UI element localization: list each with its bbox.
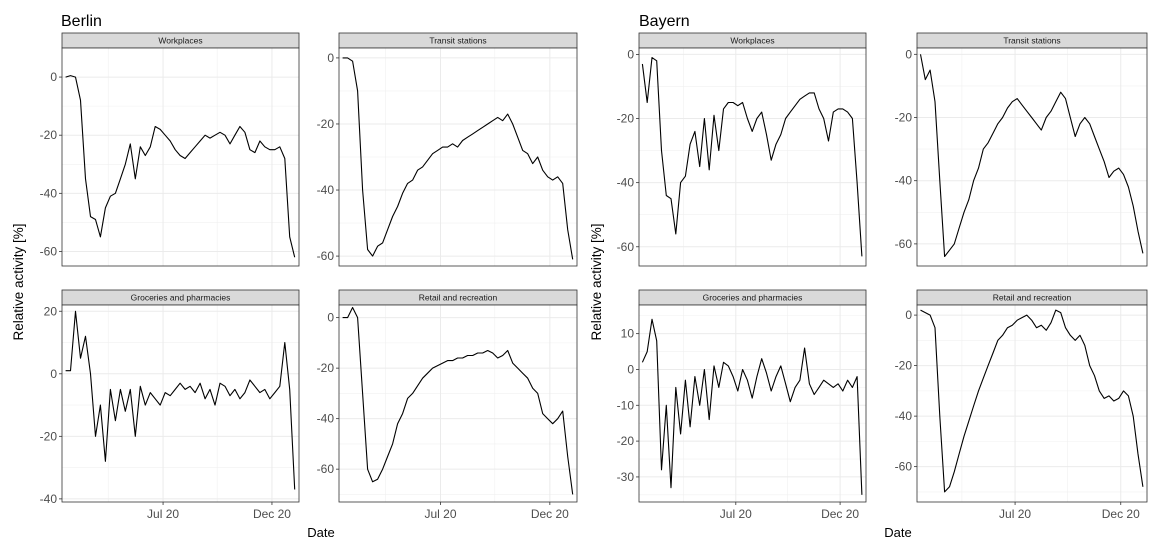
x-tick-label: Jul 20 [720,507,752,521]
y-tick-label: -20 [40,128,58,142]
y-tick-label: 0 [627,362,634,376]
panel-0-0: Workplaces 0 -20 -40 -60 [40,32,300,267]
y-tick-label: 0 [50,367,57,381]
series-line [65,310,296,490]
y-tick-label: -20 [317,117,335,131]
y-tick-label: -30 [617,470,635,484]
y-tick-label: 0 [327,311,334,325]
y-tick-label: -20 [617,112,635,126]
y-tick-label: 0 [327,51,334,65]
panel-strip-label: Transit stations [429,36,486,46]
y-tick-label: -60 [617,240,635,254]
y-tick-label: 0 [50,70,57,84]
x-axis-label-berlin: Date [307,525,334,540]
y-tick-label: 0 [905,47,912,61]
panel-strip-label: Retail and recreation [419,293,498,303]
y-tick-label: -20 [40,429,58,443]
panel-border [338,47,578,267]
y-tick-label: -10 [617,398,635,412]
panel-strip-label: Retail and recreation [993,293,1072,303]
y-tick-label: 0 [627,47,634,61]
chart-title-berlin: Berlin [61,13,102,30]
x-tick-label: Jul 20 [999,507,1031,521]
y-tick-label: -60 [317,249,335,263]
panel-border [916,47,1148,267]
panel-1-3: Retail and recreation 0 -20 -40 -60 Jul 20 Dec… [895,289,1148,521]
x-tick-label: Jul 20 [424,507,456,521]
panel-border [638,304,867,503]
chart-bayern: Workplaces 0 -20 -40 -60 Transit stations 0 -20… [617,32,1148,521]
y-tick-label: -60 [895,460,913,474]
y-tick-label: -20 [317,361,335,375]
panel-border [338,304,578,503]
series-line [342,57,574,260]
panel-background [639,48,866,266]
x-tick-label: Jul 20 [147,507,179,521]
y-tick-label: -20 [617,434,635,448]
y-tick-label: -40 [895,409,913,423]
series-line [920,309,1144,493]
panel-background [917,305,1147,502]
panel-border [916,304,1148,503]
panel-1-2: Groceries and pharmacies 10 0 -10 -20 -30 Jul … [617,289,867,521]
panel-background [339,305,577,502]
y-tick-label: -40 [40,186,58,200]
y-tick-label: -20 [895,111,913,125]
y-tick-label: 20 [44,304,58,318]
panel-background [62,305,299,502]
panel-0-1: Transit stations 0 -20 -40 -60 [317,32,578,267]
x-tick-label: Dec 20 [1102,507,1140,521]
y-tick-label: -40 [895,174,913,188]
panel-border [638,47,867,267]
series-line [65,75,296,258]
y-tick-label: -20 [895,359,913,373]
y-axis-label-bayern: Relative activity [%] [589,223,604,340]
panel-0-3: Retail and recreation 0 -20 -40 -60 Jul 20 Dec… [317,289,578,521]
y-axis-label-berlin: Relative activity [%] [11,223,26,340]
y-tick-label: -40 [40,492,58,506]
panel-0-2: Groceries and pharmacies 20 0 -20 -40 Jul 20 D… [40,289,300,521]
y-tick-label: -60 [895,237,913,251]
panel-strip-label: Workplaces [158,36,202,46]
chart-title-bayern: Bayern [639,13,690,30]
panel-1-1: Transit stations 0 -20 -40 -60 [895,32,1148,267]
series-line [641,318,863,495]
y-tick-label: -40 [317,183,335,197]
panel-strip-label: Workplaces [730,36,774,46]
y-tick-label: -40 [617,176,635,190]
panel-background [639,305,866,502]
y-tick-label: -60 [317,462,335,476]
panel-background [62,48,299,266]
x-axis-label-bayern: Date [884,525,911,540]
chart-berlin: Workplaces 0 -20 -40 -60 Transit stations 0 -20… [40,32,578,521]
series-line [342,306,574,495]
panel-border [61,304,300,503]
x-tick-label: Dec 20 [253,507,291,521]
series-line [919,54,1144,258]
panel-strip-label: Groceries and pharmacies [131,293,231,303]
panel-border [61,47,300,267]
x-tick-label: Dec 20 [531,507,569,521]
panel-strip-label: Groceries and pharmacies [703,293,803,303]
x-tick-label: Dec 20 [821,507,859,521]
y-tick-label: 0 [905,308,912,322]
y-tick-label: 10 [621,327,635,341]
y-tick-label: -40 [317,412,335,426]
y-tick-label: -60 [40,244,58,258]
panel-1-0: Workplaces 0 -20 -40 -60 [617,32,867,267]
panel-strip-label: Transit stations [1003,36,1060,46]
series-line [641,57,863,257]
panel-background [917,48,1147,266]
